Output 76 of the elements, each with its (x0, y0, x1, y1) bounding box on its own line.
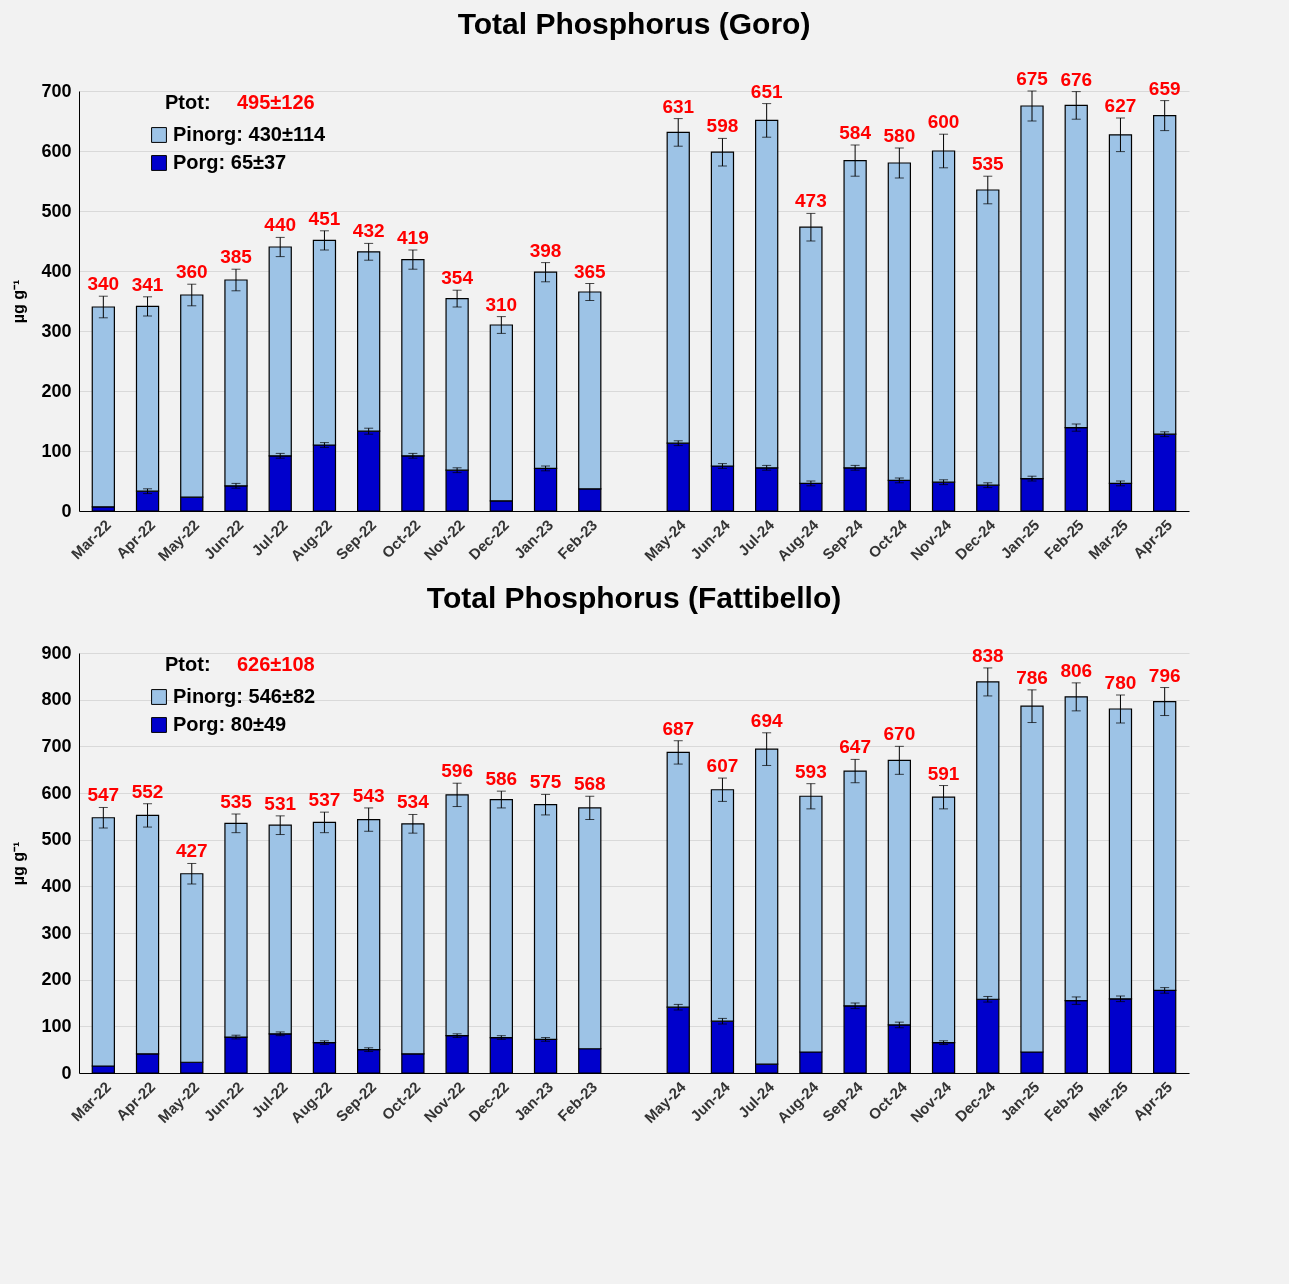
y-tick-label: 200 (41, 380, 72, 401)
y-tick-label: 400 (41, 875, 72, 896)
total-label: 473 (795, 190, 827, 212)
total-label: 451 (308, 207, 341, 229)
total-label: 687 (662, 717, 695, 739)
text: Ptot: 626±108 (165, 653, 315, 675)
legend-label: Porg: 65±37 (173, 151, 287, 173)
y-tick-label: 600 (41, 782, 72, 803)
y-tick-label: 800 (41, 689, 72, 710)
total-label: 780 (1104, 672, 1137, 693)
total-label: 659 (1148, 77, 1181, 99)
total-label: 598 (706, 115, 739, 137)
y-tick-label: 300 (41, 922, 72, 943)
legend-label: Porg: 80±49 (173, 713, 287, 735)
total-label: 675 (1016, 68, 1049, 89)
total-label: 600 (927, 111, 960, 133)
total-label: 670 (883, 723, 916, 745)
total-label: 340 (87, 273, 120, 295)
total-label: 651 (750, 80, 783, 102)
total-label: 631 (662, 95, 695, 117)
total-label: 575 (529, 771, 562, 793)
total-label: 786 (1016, 666, 1048, 688)
y-axis-title: µg g⁻¹ (10, 841, 28, 886)
total-label: 531 (264, 792, 297, 814)
total-label: 676 (1060, 68, 1093, 90)
total-label: 534 (397, 791, 430, 813)
total-label: 547 (87, 784, 120, 806)
y-tick-label: 100 (41, 440, 72, 461)
chart-title: Total Phosphorus (Goro) (457, 7, 811, 40)
total-label: 432 (352, 220, 385, 242)
y-tick-label: 200 (41, 969, 72, 990)
total-label: 354 (441, 267, 474, 289)
total-label: 586 (485, 768, 518, 790)
y-tick-label: 0 (61, 500, 72, 521)
total-label: 593 (795, 760, 827, 782)
y-tick-label: 400 (41, 260, 72, 281)
y-tick-label: 0 (61, 1062, 72, 1083)
legend-label: Pinorg: 430±114 (173, 123, 327, 145)
chart-title: Total Phosphorus (Fattibello) (426, 581, 842, 614)
legend-label: Pinorg: 546±82 (173, 685, 316, 707)
total-label: 584 (839, 122, 872, 143)
total-label: 535 (971, 153, 1005, 175)
total-label: 427 (175, 840, 208, 862)
y-tick-label: 500 (41, 200, 72, 221)
total-label: 806 (1060, 659, 1093, 681)
y-tick-label: 700 (41, 80, 72, 101)
total-label: 341 (131, 273, 164, 295)
total-label: 440 (264, 214, 297, 236)
total-label: 360 (175, 261, 208, 283)
text: Ptot: 495±126 (165, 91, 315, 113)
total-label: 543 (352, 784, 385, 806)
total-label: 838 (971, 644, 1004, 666)
y-tick-label: 700 (41, 735, 72, 756)
y-axis-title: µg g⁻¹ (10, 279, 28, 324)
total-label: 310 (485, 293, 518, 315)
total-label: 365 (573, 260, 607, 282)
total-label: 537 (308, 789, 341, 811)
y-tick-label: 100 (41, 1015, 72, 1036)
y-tick-label: 300 (41, 320, 72, 341)
total-label: 796 (1148, 664, 1181, 686)
total-label: 580 (883, 125, 916, 146)
total-label: 552 (131, 780, 164, 802)
total-label: 419 (397, 227, 429, 248)
total-label: 627 (1104, 95, 1137, 116)
total-label: 607 (706, 755, 739, 777)
total-label: 568 (573, 773, 606, 795)
y-tick-label: 500 (41, 829, 72, 850)
total-label: 398 (529, 239, 562, 261)
total-label: 694 (750, 709, 783, 731)
total-label: 385 (220, 246, 253, 268)
total-label: 591 (927, 762, 960, 784)
total-label: 535 (220, 791, 253, 812)
y-tick-label: 900 (41, 642, 72, 663)
y-tick-label: 600 (41, 140, 72, 161)
total-label: 596 (441, 760, 473, 782)
total-label: 647 (839, 736, 871, 758)
